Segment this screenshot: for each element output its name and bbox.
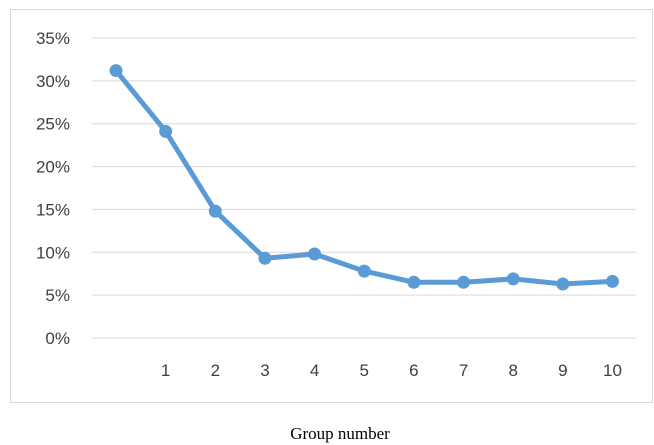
y-tick-label: 5%: [45, 286, 70, 305]
y-tick-label: 15%: [36, 200, 70, 219]
series-points: [109, 64, 619, 291]
y-axis-ticks: 0% 5% 10% 15% 20% 25% 30% 35%: [36, 29, 70, 348]
data-point: [208, 204, 222, 218]
x-tick-label: 2: [211, 361, 220, 380]
data-point: [159, 124, 173, 138]
x-tick-label: 5: [360, 361, 369, 380]
y-tick-label: 35%: [36, 29, 70, 48]
y-tick-label: 10%: [36, 243, 70, 262]
y-tick-label: 25%: [36, 115, 70, 134]
data-point: [258, 251, 272, 265]
gridlines: [92, 37, 636, 339]
data-point: [357, 264, 371, 278]
x-tick-label: 1: [161, 361, 170, 380]
x-tick-label: 7: [459, 361, 468, 380]
y-tick-label: 20%: [36, 158, 70, 177]
x-tick-label: 3: [260, 361, 269, 380]
x-axis-title: Group number: [290, 424, 390, 443]
data-point: [109, 64, 123, 78]
x-tick-label: 6: [409, 361, 418, 380]
data-point: [506, 272, 520, 286]
data-point: [556, 277, 570, 291]
x-tick-label: 9: [558, 361, 567, 380]
data-point: [407, 275, 421, 289]
x-tick-label: 10: [603, 361, 622, 380]
data-point: [457, 275, 471, 289]
x-tick-label: 8: [508, 361, 517, 380]
data-point: [308, 247, 322, 261]
x-tick-label: 4: [310, 361, 319, 380]
x-axis-ticks: 1 2 3 4 5 6 7 8 9 10: [161, 361, 622, 380]
y-tick-label: 30%: [36, 72, 70, 91]
data-point: [606, 274, 619, 288]
y-tick-label: 0%: [45, 329, 70, 348]
